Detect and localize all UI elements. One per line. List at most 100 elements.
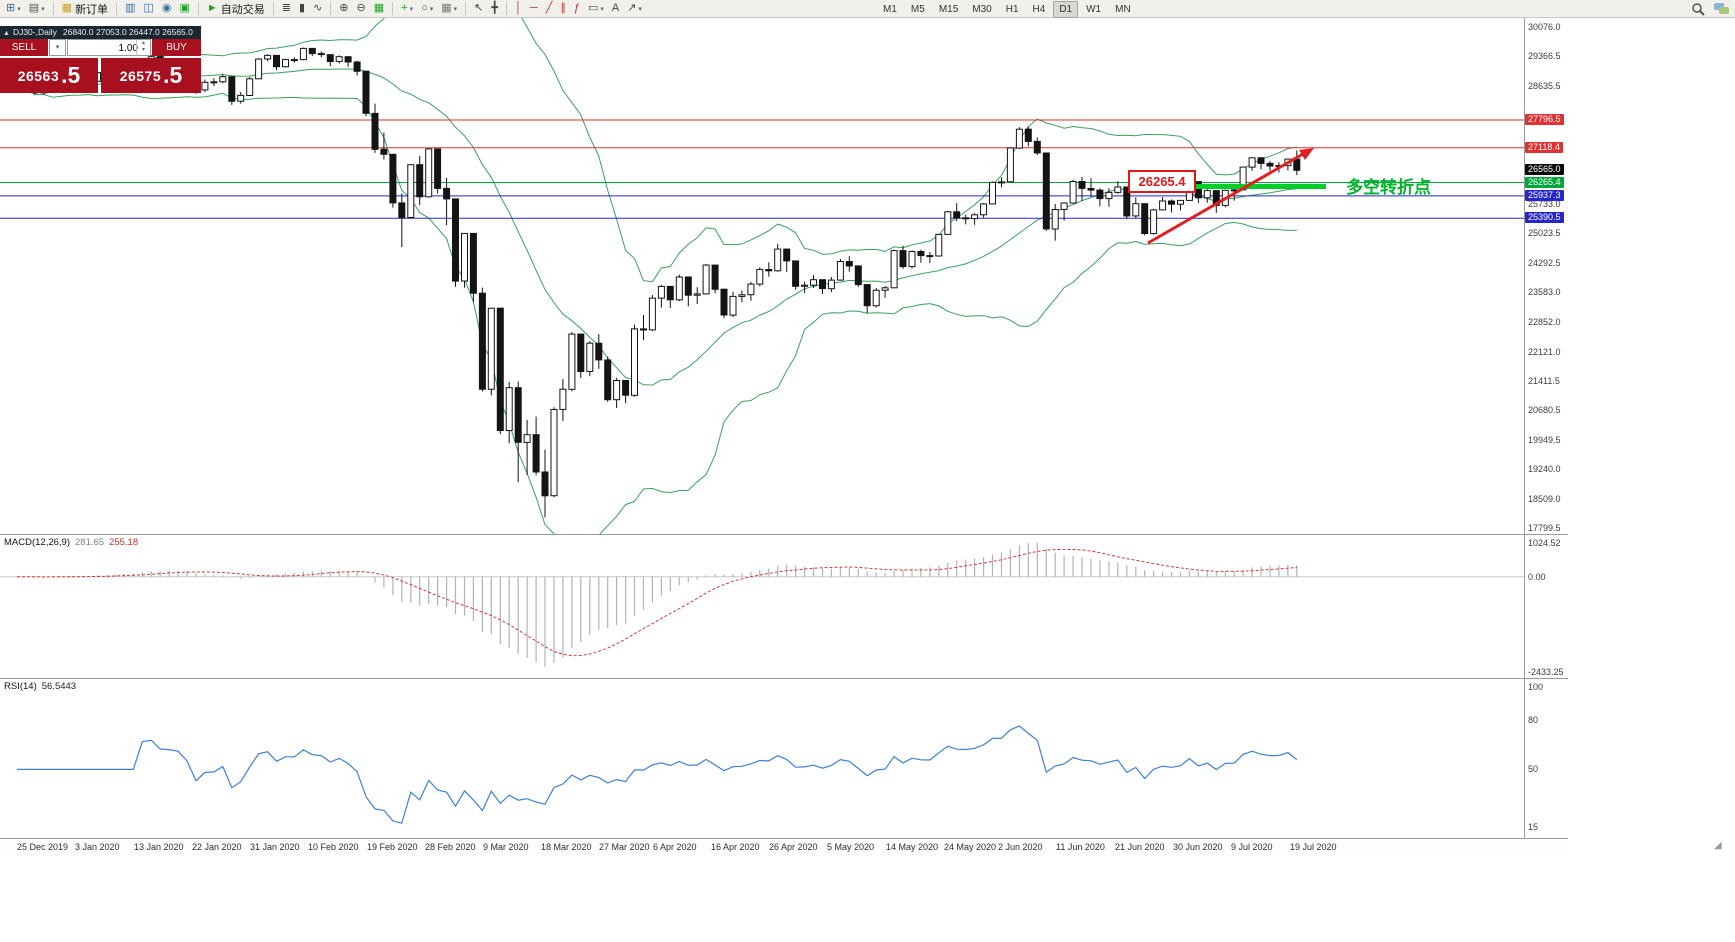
date-label: 31 Jan 2020 bbox=[250, 842, 300, 852]
date-label: 9 Mar 2020 bbox=[483, 842, 529, 852]
timeframe-w1-button[interactable]: W1 bbox=[1086, 4, 1102, 15]
dropdown-caret-icon: ▾ bbox=[600, 5, 604, 13]
zoom-in-icon: ⊕ bbox=[339, 2, 349, 14]
rsi-canvas[interactable] bbox=[0, 679, 1524, 838]
chart-ohlc-values: 26840.0 27053.0 26447.0 26565.0 bbox=[62, 27, 193, 37]
order-mode-dropdown[interactable]: ▾ bbox=[49, 39, 66, 56]
terminal-icon: ▣ bbox=[179, 2, 190, 14]
data-window-button[interactable]: ◫ bbox=[140, 1, 156, 16]
sell-price-frac: .5 bbox=[61, 62, 81, 88]
new-chart-button[interactable]: ⊞ ▾ bbox=[3, 1, 24, 16]
price-line-label: 26265.4 bbox=[1525, 176, 1564, 188]
rsi-value: 56.5443 bbox=[41, 681, 77, 692]
rsi-panel: RSI(14) 56.5443 bbox=[0, 678, 1524, 838]
data-window-icon: ◫ bbox=[143, 2, 154, 14]
price-line-label: 25390.5 bbox=[1525, 212, 1564, 224]
cursor-button[interactable]: ↖ bbox=[471, 1, 486, 16]
price-axis[interactable]: 30076.0 29366.5 28635.5 25733.0 25023.5 24292… bbox=[1524, 18, 1568, 534]
sell-price-button[interactable]: 26563.5 bbox=[0, 58, 98, 93]
timeframe-d1-button[interactable]: D1 bbox=[1053, 1, 1079, 18]
auto-trading-button[interactable]: ► 自动交易 bbox=[204, 1, 268, 16]
volume-input[interactable] bbox=[68, 40, 140, 57]
chart-bars-button[interactable]: ≣ bbox=[279, 1, 294, 16]
chart-line-button[interactable]: ∿ bbox=[310, 1, 325, 16]
date-label: 2 Jun 2020 bbox=[998, 842, 1043, 852]
axis-tick-label: 18509.0 bbox=[1528, 494, 1561, 505]
date-label: 9 Jul 2020 bbox=[1231, 842, 1273, 852]
timeframe-h4-button[interactable]: H4 bbox=[1032, 4, 1046, 15]
macd-main-value: 281.65 bbox=[75, 537, 105, 548]
auto-trading-label: 自动交易 bbox=[220, 3, 265, 16]
resize-grip-icon[interactable]: ◢ bbox=[1714, 840, 1722, 851]
trendline-button[interactable]: ╱ bbox=[543, 1, 556, 16]
macd-signal-value: 255.18 bbox=[109, 537, 139, 548]
templates-icon: ▦ bbox=[441, 2, 452, 14]
periods-button[interactable]: ○ ▾ bbox=[418, 1, 436, 16]
date-label: 5 May 2020 bbox=[827, 842, 875, 852]
timeframe-m1-button[interactable]: M1 bbox=[883, 4, 897, 15]
fibonacci-button[interactable]: ƒ bbox=[571, 1, 583, 16]
collapse-panel-icon[interactable]: ▲ bbox=[3, 30, 10, 37]
date-label: 10 Feb 2020 bbox=[308, 842, 359, 852]
sell-button[interactable]: SELL bbox=[0, 39, 48, 56]
tile-windows-button[interactable]: ▦ bbox=[371, 1, 387, 16]
arrows-button[interactable]: ↗ ▾ bbox=[624, 1, 645, 16]
buy-price-button[interactable]: 26575.5 bbox=[101, 58, 201, 93]
search-icon[interactable] bbox=[1691, 2, 1705, 21]
toolbar-separator bbox=[465, 2, 467, 15]
market-watch-button[interactable]: ▥ bbox=[122, 1, 138, 16]
toolbar-separator bbox=[52, 2, 54, 15]
chart-profiles-button[interactable]: ▤ ▾ bbox=[26, 1, 48, 16]
dropdown-caret-icon: ▾ bbox=[41, 5, 45, 13]
volume-decrement-button[interactable]: ▾ bbox=[141, 47, 145, 53]
date-label: 14 May 2020 bbox=[886, 842, 939, 852]
auto-trading-icon: ► bbox=[206, 2, 218, 14]
terminal-button[interactable]: ▣ bbox=[176, 1, 192, 16]
equidistant-channel-button[interactable]: ∥ bbox=[557, 1, 569, 16]
axis-tick-label: 28635.5 bbox=[1528, 80, 1561, 91]
main-chart-canvas[interactable] bbox=[0, 18, 1524, 534]
toolbar-right bbox=[1691, 2, 1730, 21]
vertical-line-button[interactable]: │ bbox=[512, 1, 525, 16]
chart-candles-button[interactable]: ▮ bbox=[296, 1, 308, 16]
new-order-button[interactable]: ▦ 新订单 bbox=[59, 1, 111, 16]
chart-line-icon: ∿ bbox=[313, 2, 323, 14]
crosshair-button[interactable]: ╋ bbox=[488, 1, 501, 16]
volume-increment-button[interactable]: ▴ bbox=[141, 40, 145, 46]
axis-tick-label: 100 bbox=[1528, 682, 1544, 692]
timeframe-m5-button[interactable]: M5 bbox=[910, 4, 925, 15]
new-order-label: 新订单 bbox=[75, 3, 109, 16]
timeframe-toolbar: M1 M5 M15 M30 H1 H4 D1 W1 MN bbox=[876, 1, 1138, 18]
chat-icon[interactable] bbox=[1713, 2, 1730, 21]
templates-button[interactable]: ▦ ▾ bbox=[438, 1, 460, 16]
toolbar-items: ⊞ ▾ ▤ ▾ ▦ 新订单 ▥ ◫ ◉ ▣ ► 自动交易 ≣ ▮ ∿ ⊕ ⊖ ▦ + ▾ ○ ▾ ▦ ▾ ↖ ╋ │ ─ ╱ ∥ ƒ ▭ ▾ A ↗… bbox=[2, 0, 646, 17]
zoom-in-button[interactable]: ⊕ bbox=[336, 1, 351, 16]
date-label: 26 Apr 2020 bbox=[769, 842, 818, 852]
zoom-out-button[interactable]: ⊖ bbox=[354, 1, 369, 16]
horizontal-line-button[interactable]: ─ bbox=[527, 1, 541, 16]
axis-tick-label: 19949.5 bbox=[1528, 435, 1561, 446]
axis-tick-label: 22121.0 bbox=[1528, 346, 1561, 357]
text-label-button[interactable]: A bbox=[609, 1, 622, 16]
dropdown-caret-icon: ▾ bbox=[429, 5, 434, 13]
macd-axis[interactable]: 1024.52 0.00 -2433.25 bbox=[1524, 534, 1568, 679]
navigator-button[interactable]: ◉ bbox=[159, 1, 175, 16]
navigator-icon: ◉ bbox=[161, 2, 172, 14]
timeframe-m30-button[interactable]: M30 bbox=[972, 4, 992, 15]
rsi-axis[interactable]: 100 80 50 15 bbox=[1524, 678, 1568, 839]
timeframe-h1-button[interactable]: H1 bbox=[1005, 4, 1019, 15]
timeframe-m15-button[interactable]: M15 bbox=[938, 4, 959, 15]
price-annotation-box[interactable]: 26265.4 bbox=[1128, 170, 1196, 193]
shapes-button[interactable]: ▭ ▾ bbox=[585, 1, 607, 16]
axis-tick-label: -2433.25 bbox=[1528, 667, 1564, 677]
macd-canvas[interactable] bbox=[0, 535, 1524, 678]
buy-button[interactable]: BUY bbox=[152, 39, 201, 56]
shapes-icon: ▭ bbox=[587, 2, 599, 14]
indicators-button[interactable]: + ▾ bbox=[398, 1, 416, 16]
date-label: 21 Jun 2020 bbox=[1115, 842, 1165, 852]
turning-point-label[interactable]: 多空转折点 bbox=[1346, 178, 1431, 197]
date-label: 27 Mar 2020 bbox=[599, 842, 650, 852]
timeframe-mn-button[interactable]: MN bbox=[1115, 4, 1131, 15]
chevron-down-icon: ▾ bbox=[55, 44, 60, 51]
time-axis[interactable]: 25 Dec 2019 3 Jan 2020 13 Jan 2020 22 Jan 2… bbox=[0, 838, 1568, 855]
